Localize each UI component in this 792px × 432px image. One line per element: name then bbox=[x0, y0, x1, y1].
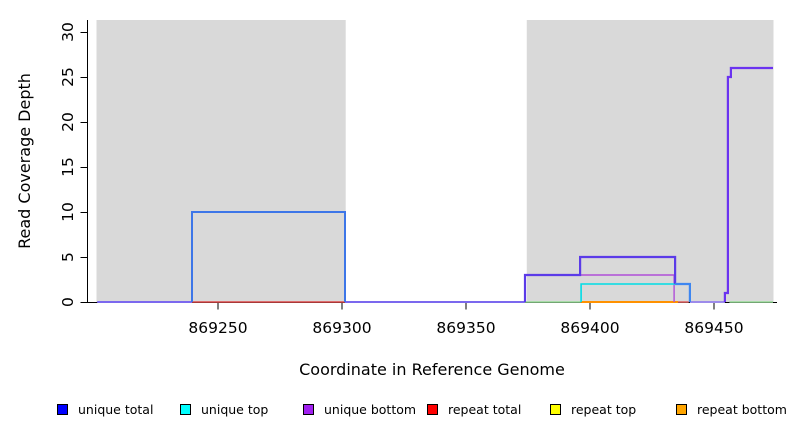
legend-label: repeat top bbox=[571, 401, 637, 417]
y-tick-label: 25 bbox=[59, 67, 77, 87]
legend-item-unique-total: unique total bbox=[57, 400, 153, 418]
y-tick-label: 0 bbox=[59, 297, 77, 307]
legend-item-repeat-total: repeat total bbox=[427, 400, 521, 418]
y-axis-title: Read Coverage Depth bbox=[15, 73, 34, 249]
y-tick-label: 10 bbox=[59, 202, 77, 222]
coverage-plot-canvas: 869250 869300 869350 869400 869450 0 5 10 15 20 25… bbox=[15, 20, 777, 379]
legend-item-repeat-bottom: repeat bottom bbox=[676, 400, 787, 418]
x-axis-title: Coordinate in Reference Genome bbox=[299, 360, 565, 379]
legend-label: repeat total bbox=[448, 401, 522, 417]
series-unique-total-block bbox=[191, 211, 346, 302]
repeat-bottom-swatch-icon bbox=[676, 403, 687, 415]
legend-label: repeat bottom bbox=[697, 401, 787, 417]
unique-bottom-swatch-icon bbox=[303, 403, 314, 415]
legend-label: unique bottom bbox=[324, 401, 417, 417]
shaded-region bbox=[96, 20, 346, 302]
y-tick-label: 20 bbox=[59, 112, 77, 132]
series-unique-total-steps2 bbox=[675, 282, 692, 302]
y-tick-label: 5 bbox=[59, 252, 77, 262]
y-tick-label: 15 bbox=[59, 157, 77, 177]
shaded-regions bbox=[96, 20, 774, 302]
legend-label: unique total bbox=[78, 401, 154, 417]
legend-label: unique top bbox=[201, 401, 269, 417]
x-tick-label: 869250 bbox=[188, 319, 247, 337]
unique-top-swatch-icon bbox=[180, 403, 191, 415]
series-unique-top-step bbox=[580, 283, 677, 302]
legend-item-unique-bottom: unique bottom bbox=[303, 400, 416, 418]
series-unique-total-peak bbox=[723, 66, 773, 302]
legend-item-repeat-top: repeat top bbox=[550, 400, 636, 418]
y-tick-label: 30 bbox=[59, 22, 77, 42]
x-tick-label: 869400 bbox=[560, 319, 619, 337]
x-tick-label: 869450 bbox=[684, 319, 743, 337]
shaded-region bbox=[526, 20, 774, 302]
x-tick-label: 869350 bbox=[436, 319, 495, 337]
repeat-top-swatch-icon bbox=[550, 403, 561, 415]
legend-item-unique-top: unique top bbox=[180, 400, 268, 418]
x-tick-label: 869300 bbox=[312, 319, 371, 337]
legend: unique total unique top unique bottom re… bbox=[0, 400, 792, 424]
axes: 869250 869300 869350 869400 869450 0 5 10 15 20 25… bbox=[59, 20, 777, 337]
series-unique-total-steps bbox=[523, 255, 677, 302]
unique-total-swatch-icon bbox=[57, 403, 68, 415]
repeat-total-swatch-icon bbox=[427, 403, 438, 415]
data-series bbox=[97, 66, 773, 303]
